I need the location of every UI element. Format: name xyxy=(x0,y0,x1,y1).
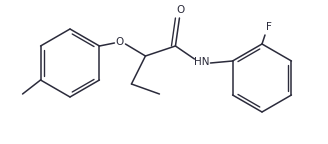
Text: O: O xyxy=(115,37,124,47)
Text: O: O xyxy=(176,5,185,15)
Text: HN: HN xyxy=(194,57,209,67)
Text: F: F xyxy=(266,22,272,32)
